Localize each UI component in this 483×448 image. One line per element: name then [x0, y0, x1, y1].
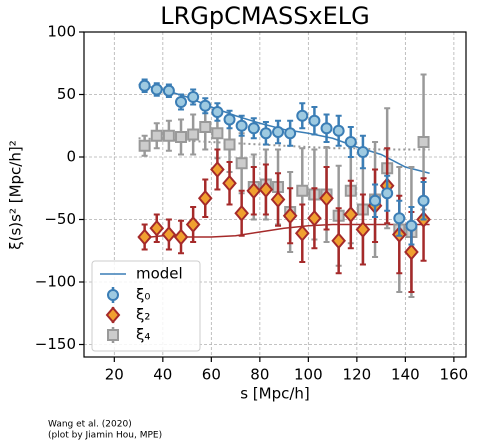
x-tick-label: 120 [343, 366, 372, 384]
marker [161, 225, 177, 244]
marker [234, 204, 249, 222]
marker [344, 136, 357, 148]
y-tick-label: −150 [35, 335, 76, 353]
y-tick-label: −50 [44, 210, 76, 228]
y-tick-label: 50 [57, 85, 76, 103]
marker [296, 184, 309, 197]
marker [393, 212, 406, 225]
x-tick-label: 160 [440, 366, 469, 384]
x-tick-label: 40 [153, 366, 172, 384]
x-tick-label: 20 [105, 366, 124, 384]
marker [222, 174, 237, 192]
marker [210, 160, 225, 179]
marker [356, 146, 369, 158]
marker [150, 129, 163, 142]
marker [235, 157, 248, 170]
marker [175, 131, 188, 143]
marker [417, 136, 430, 148]
legend-label: model [136, 265, 183, 283]
x-axis-label: s [Mpc/h] [240, 385, 310, 403]
marker [137, 228, 152, 246]
marker [211, 106, 224, 118]
marker [405, 219, 418, 232]
model-line [138, 137, 430, 151]
marker [270, 190, 286, 209]
x-tick-label: 80 [250, 366, 269, 384]
x-tick-label: 60 [202, 366, 221, 384]
marker [404, 243, 419, 261]
marker [307, 209, 322, 227]
marker [149, 219, 165, 237]
marker [332, 124, 345, 137]
model-line [138, 83, 430, 174]
marker [197, 189, 213, 207]
marker [319, 189, 334, 207]
marker [199, 99, 212, 112]
marker [211, 127, 224, 140]
legend-label: ξ₂ [136, 306, 150, 324]
marker [223, 138, 236, 151]
x-tick-label: 100 [294, 366, 323, 384]
marker [187, 128, 200, 141]
marker [187, 91, 200, 103]
marker [105, 306, 121, 324]
marker [355, 220, 371, 239]
annotation: Wang et al. (2020) [48, 420, 132, 430]
marker [343, 205, 359, 224]
chart-title: LRGpCMASSxELG [160, 2, 370, 30]
legend-label: ξ₄ [136, 326, 150, 344]
marker [308, 114, 321, 127]
marker [369, 194, 382, 207]
marker [282, 207, 298, 225]
marker [331, 232, 346, 250]
marker [150, 83, 163, 96]
marker [138, 79, 151, 92]
marker [294, 224, 310, 242]
marker [272, 126, 285, 138]
marker [381, 187, 394, 200]
marker [258, 180, 274, 199]
marker [259, 127, 272, 140]
marker [199, 121, 212, 133]
y-tick-label: 100 [47, 23, 76, 41]
y-tick-label: 0 [66, 148, 76, 166]
plot-frame [83, 31, 467, 358]
marker [107, 329, 119, 341]
marker [246, 182, 262, 200]
annotation: (plot by Jiamin Hou, MPE) [48, 431, 162, 441]
marker [162, 84, 175, 97]
y-tick-label: −100 [35, 273, 76, 291]
marker [173, 228, 189, 246]
marker [162, 129, 175, 142]
x-tick-label: 140 [391, 366, 420, 384]
marker [185, 215, 201, 234]
marker [235, 119, 248, 132]
y-axis-label: ξ(s)s² [Mpc/h]² [7, 140, 25, 249]
legend-box [91, 260, 201, 352]
marker [107, 289, 119, 301]
marker [175, 96, 188, 108]
marker [138, 139, 151, 152]
marker [296, 109, 309, 122]
legend-label: ξ₀ [136, 286, 150, 304]
marker [417, 194, 430, 207]
marker [247, 122, 260, 135]
marker [223, 113, 236, 126]
marker [320, 122, 333, 135]
marker [284, 127, 297, 140]
